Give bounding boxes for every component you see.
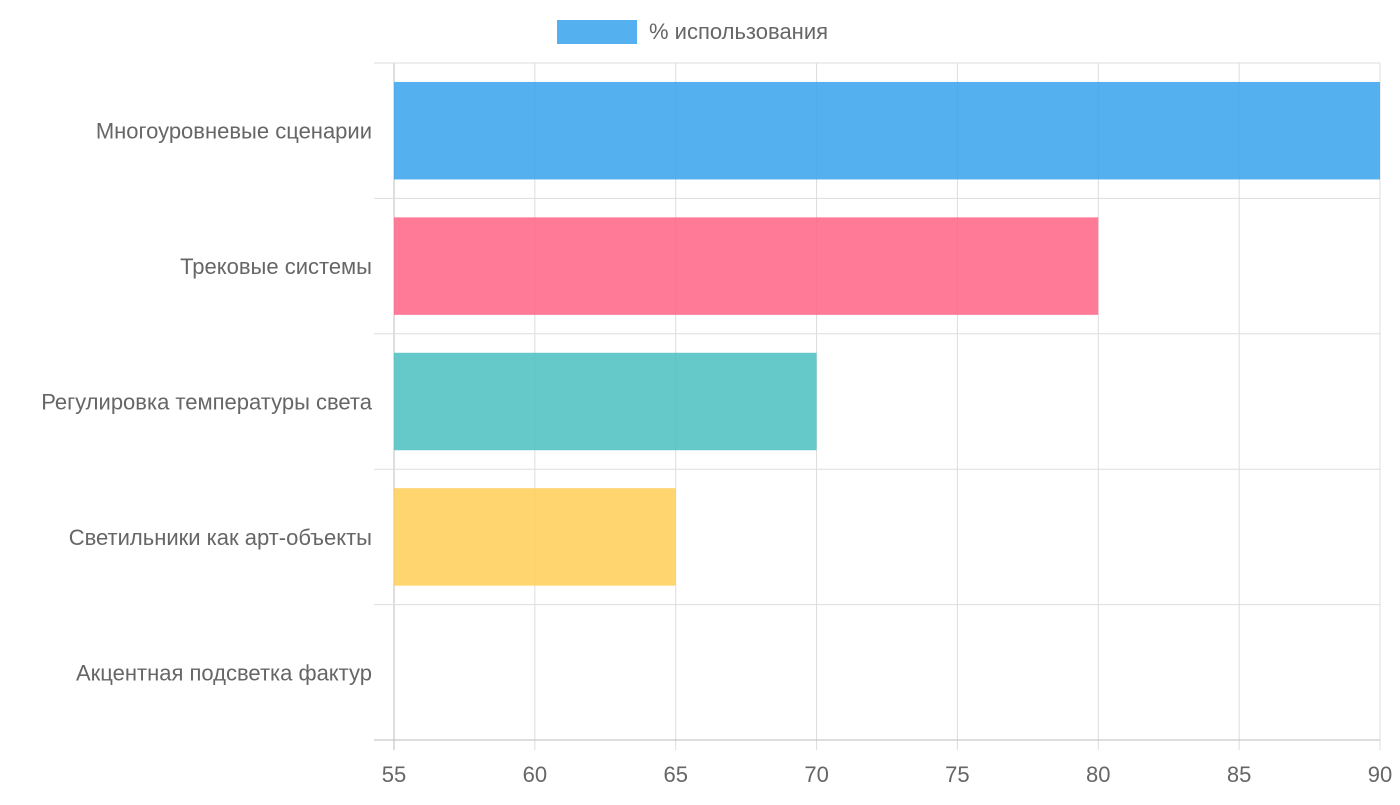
x-tick-label: 70 bbox=[804, 762, 828, 787]
x-tick-label: 75 bbox=[945, 762, 969, 787]
bar[interactable] bbox=[394, 352, 817, 451]
x-tick-label: 80 bbox=[1086, 762, 1110, 787]
x-tick-label: 90 bbox=[1368, 762, 1392, 787]
y-tick-label: Многоуровневые сценарии bbox=[96, 119, 372, 144]
bar[interactable] bbox=[394, 81, 1380, 180]
y-tick-label: Светильники как арт-объекты bbox=[69, 525, 372, 550]
legend[interactable]: % использования bbox=[557, 19, 828, 44]
x-tick-label: 65 bbox=[663, 762, 687, 787]
axes: 55 60 65 70 75 80 85 90 Многоуровневые сценарии Т… bbox=[41, 119, 1392, 787]
y-tick-label: Регулировка температуры света bbox=[41, 390, 373, 415]
legend-swatch[interactable] bbox=[557, 20, 637, 44]
y-tick-label: Трековые системы bbox=[180, 254, 372, 279]
x-tick-label: 85 bbox=[1227, 762, 1251, 787]
legend-label[interactable]: % использования bbox=[649, 19, 828, 44]
x-tick-label: 60 bbox=[523, 762, 547, 787]
bar[interactable] bbox=[394, 488, 676, 586]
x-tick-label: 55 bbox=[382, 762, 406, 787]
y-tick-label: Акцентная подсветка фактур bbox=[76, 660, 372, 685]
bars bbox=[394, 81, 1380, 586]
bar[interactable] bbox=[394, 217, 1099, 315]
